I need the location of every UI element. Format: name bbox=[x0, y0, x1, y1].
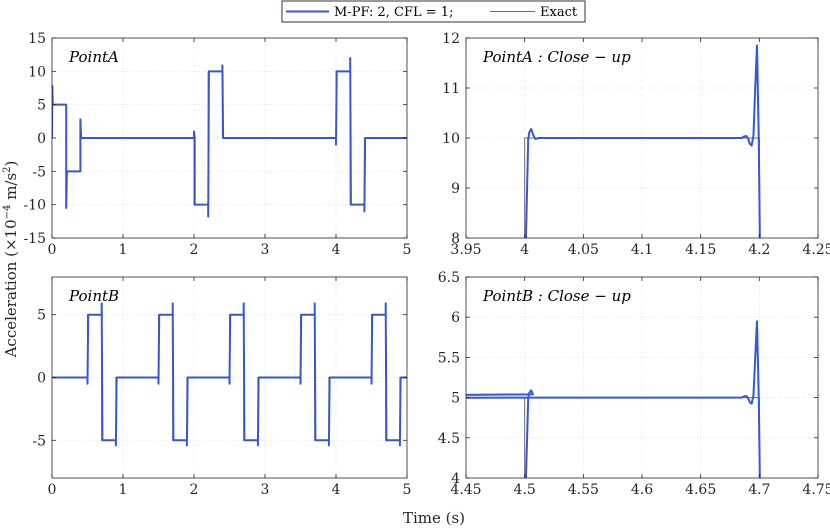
point-a-ytick-label: 15 bbox=[28, 31, 46, 47]
point-a-xtick-label: 0 bbox=[48, 242, 57, 258]
point-a-closeup-title: PointA : Close − up bbox=[482, 48, 631, 66]
point-a-title: PointA bbox=[68, 48, 119, 66]
point-b-xtick-label: 1 bbox=[119, 482, 128, 498]
point-a-closeup-xtick-label: 4.25 bbox=[802, 242, 830, 258]
point-b-closeup-mpf-series-line bbox=[466, 320, 761, 478]
point-a-ytick-label: 5 bbox=[37, 98, 46, 114]
point-a-ytick-label: -10 bbox=[23, 198, 46, 214]
point-a-closeup-xtick-label: 4.05 bbox=[568, 242, 599, 258]
point-a-closeup-xtick-label: 4.1 bbox=[631, 242, 653, 258]
point-b-xtick-label: 0 bbox=[48, 482, 57, 498]
panel-point-a-closeup: 3.95 4 4.05 4.1 4.15 4.2 4.25 8 9 10 11 12 PointA : … bbox=[442, 31, 830, 258]
point-b-xtick-label: 4 bbox=[332, 482, 341, 498]
y-label-exponent: −4 bbox=[2, 205, 13, 220]
y-label-prefix: Acceleration (×10 bbox=[2, 219, 20, 358]
y-label-suffix: ) bbox=[2, 161, 20, 167]
point-a-closeup-ytick-label: 8 bbox=[451, 231, 460, 247]
point-b-ytick-label: 5 bbox=[37, 308, 46, 324]
y-axis-label: Acceleration (×10−4 m/s2) bbox=[2, 161, 20, 359]
point-b-closeup-xtick-label: 4.65 bbox=[685, 482, 716, 498]
point-b-closeup-title: PointB : Close − up bbox=[482, 287, 631, 305]
point-a-xtick-label: 3 bbox=[261, 242, 270, 258]
point-b-xtick-label: 2 bbox=[190, 482, 199, 498]
point-a-xtick-label: 1 bbox=[119, 242, 128, 258]
point-b-closeup-ytick-label: 6.5 bbox=[438, 270, 460, 286]
panel-point-a: 0 1 2 3 4 5 -15 -10 -5 0 5 10 15 PointA bbox=[23, 31, 411, 258]
point-a-closeup-mpf-series-line bbox=[524, 44, 761, 238]
point-b-closeup-xtick-label: 4.55 bbox=[568, 482, 599, 498]
point-b-xtick-label: 5 bbox=[403, 482, 412, 498]
point-a-closeup-xtick-label: 4.15 bbox=[685, 242, 716, 258]
point-b-closeup-xtick-label: 4.75 bbox=[802, 482, 830, 498]
point-b-ytick-label: -5 bbox=[32, 433, 46, 449]
point-b-closeup-ytick-label: 5.5 bbox=[438, 350, 460, 366]
point-b-xtick-label: 3 bbox=[261, 482, 270, 498]
point-a-ytick-label: 0 bbox=[37, 131, 46, 147]
point-a-closeup-xtick-label: 4 bbox=[520, 242, 529, 258]
panel-point-b: 0 1 2 3 4 5 -5 0 5 PointB bbox=[32, 276, 412, 498]
point-a-ytick-label: -5 bbox=[32, 164, 46, 180]
panel-point-b-closeup: 4.45 4.5 4.55 4.6 4.65 4.7 4.7544.555.566.5Poi… bbox=[438, 270, 830, 498]
legend: M-PF: 2, CFL = 1; Exact bbox=[281, 0, 586, 23]
point-b-closeup-ytick-label: 6 bbox=[451, 310, 460, 326]
point-b-closeup-ytick-label: 4 bbox=[451, 471, 460, 487]
point-b-closeup-ytick-label: 5 bbox=[451, 391, 460, 407]
point-a-ytick-label: 10 bbox=[28, 64, 46, 80]
y-label-middle: m/s bbox=[2, 173, 20, 205]
point-a-mpf-series-line bbox=[52, 57, 407, 218]
point-b-closeup-xtick-label: 4.7 bbox=[748, 482, 770, 498]
point-b-closeup-xtick-label: 4.6 bbox=[631, 482, 653, 498]
point-a-ytick-label: -15 bbox=[23, 231, 46, 247]
point-b-closeup-ytick-label: 4.5 bbox=[438, 431, 460, 447]
point-b-title: PointB bbox=[68, 287, 119, 305]
point-a-xtick-label: 5 bbox=[403, 242, 412, 258]
y-label-square: 2 bbox=[2, 166, 13, 172]
point-a-xtick-label: 2 bbox=[190, 242, 199, 258]
legend-exact-label: Exact bbox=[540, 5, 578, 20]
point-b-closeup-xtick-label: 4.5 bbox=[514, 482, 536, 498]
point-a-closeup-ytick-label: 9 bbox=[451, 181, 460, 197]
point-a-xtick-label: 4 bbox=[332, 242, 341, 258]
x-axis-label: Time (s) bbox=[403, 509, 465, 527]
point-b-ytick-label: 0 bbox=[37, 371, 46, 387]
point-b-closeup-xtick-label: 4.45 bbox=[450, 482, 481, 498]
point-a-closeup-xtick-label: 3.95 bbox=[450, 242, 481, 258]
point-a-closeup-ytick-label: 12 bbox=[442, 31, 460, 47]
legend-box bbox=[281, 0, 586, 23]
point-b-mpf-series-line bbox=[52, 302, 407, 447]
point-a-closeup-ytick-label: 11 bbox=[442, 81, 460, 97]
legend-mpf-label: M-PF: 2, CFL = 1; bbox=[334, 5, 453, 20]
point-a-closeup-ytick-label: 10 bbox=[442, 131, 460, 147]
point-a-closeup-xtick-label: 4.2 bbox=[748, 242, 770, 258]
